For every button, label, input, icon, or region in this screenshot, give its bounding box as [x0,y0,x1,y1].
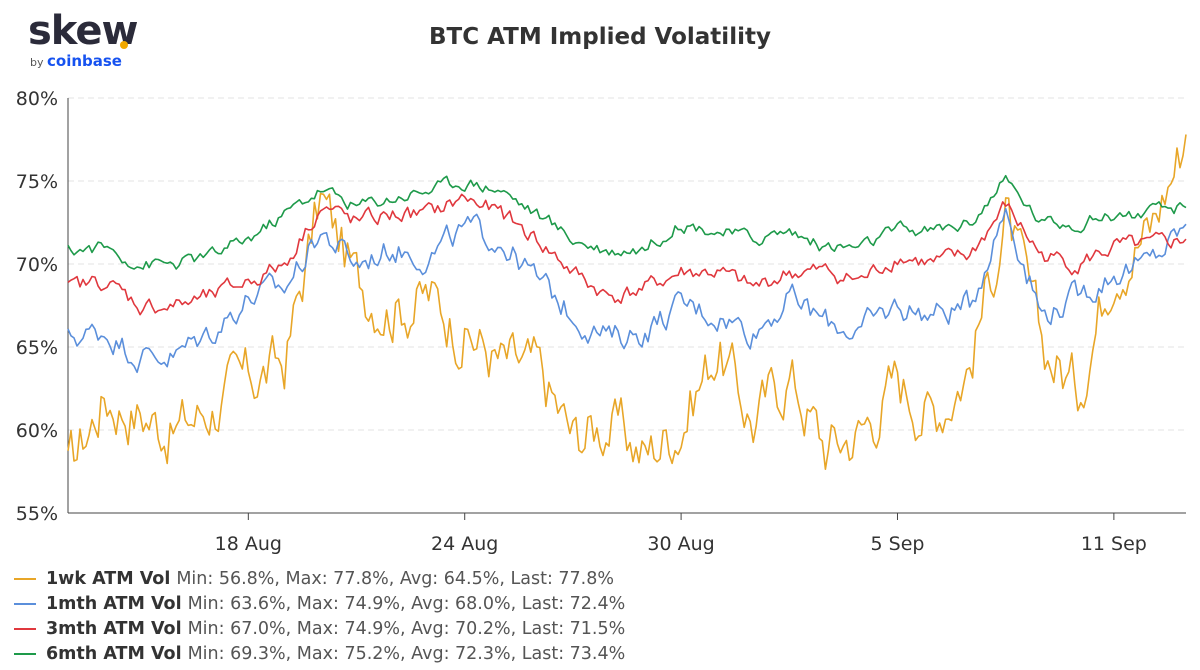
logo-by: by [30,56,44,69]
x-tick-label: 5 Sep [871,533,925,555]
chart-svg: 55% 60% 65% 70% 75% 80% 18 Aug 24 Aug 30 Aug 5 Se… [16,88,1187,555]
legend-swatch [14,602,36,605]
legend-swatch [14,577,36,580]
logo-coinbase: coinbase [47,52,122,70]
legend: 1wk ATM Vol Min: 56.8%, Max: 77.8%, Avg: … [14,566,1174,666]
legend-item[interactable]: 1mth ATM Vol Min: 63.6%, Max: 74.9%, Avg:… [14,591,1174,616]
series-line-1wk-atm-vol [67,134,1187,470]
legend-series-name: 1mth ATM Vol [46,593,182,614]
legend-series-name: 3mth ATM Vol [46,618,182,639]
legend-series-stats: Min: 69.3%, Max: 75.2%, Avg: 72.3%, Last… [187,643,626,664]
x-tick-label: 18 Aug [215,533,282,555]
legend-series-name: 6mth ATM Vol [46,643,182,664]
y-tick-label: 75% [16,171,58,193]
y-tick-label: 55% [16,503,58,525]
legend-item[interactable]: 6mth ATM Vol Min: 69.3%, Max: 75.2%, Avg:… [14,641,1174,666]
y-tick-label: 65% [16,337,58,359]
skew-logo: skew by coinbase [20,8,150,70]
legend-series-stats: Min: 67.0%, Max: 74.9%, Avg: 70.2%, Last… [187,618,626,639]
legend-item[interactable]: 1wk ATM Vol Min: 56.8%, Max: 77.8%, Avg: … [14,566,1174,591]
logo-dot-icon [120,41,128,49]
x-tick-label: 11 Sep [1081,533,1147,555]
legend-item[interactable]: 3mth ATM Vol Min: 67.0%, Max: 74.9%, Avg:… [14,616,1174,641]
y-tick-label: 70% [16,254,58,276]
series-line-6mth-atm-vol [67,174,1187,270]
y-tick-label: 60% [16,420,58,442]
legend-swatch [14,652,36,655]
legend-series-stats: Min: 56.8%, Max: 77.8%, Avg: 64.5%, Last… [176,568,614,589]
y-tick-label: 80% [16,88,58,110]
series-line-1mth-atm-vol [67,207,1187,374]
legend-swatch [14,627,36,630]
x-tick-label: 30 Aug [647,533,714,555]
chart-title: BTC ATM Implied Volatility [429,24,771,50]
legend-series-stats: Min: 63.6%, Max: 74.9%, Avg: 68.0%, Last… [187,593,626,614]
logo-byline: by coinbase [30,52,122,70]
legend-series-name: 1wk ATM Vol [46,568,171,589]
series-line-3mth-atm-vol [67,193,1187,316]
x-tick-label: 24 Aug [431,533,498,555]
